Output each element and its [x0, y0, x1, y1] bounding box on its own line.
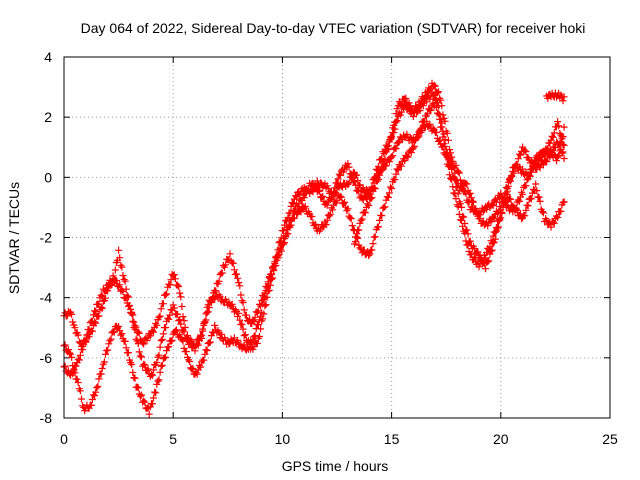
- x-tick-label: 20: [493, 431, 509, 447]
- x-tick-label: 5: [169, 431, 177, 447]
- series-track-5: [543, 89, 568, 105]
- chart-title: Day 064 of 2022, Sidereal Day-to-day VTE…: [81, 20, 586, 36]
- series-track-4: [351, 79, 568, 248]
- x-tick-label: 25: [602, 431, 618, 447]
- y-tick-label: -6: [40, 350, 53, 366]
- y-axis-label: SDTVAR / TECUs: [6, 182, 22, 294]
- x-tick-label: 0: [60, 431, 68, 447]
- x-axis-label: GPS time / hours: [282, 458, 389, 474]
- y-tick-label: -4: [40, 290, 53, 306]
- y-tick-label: 2: [44, 109, 52, 125]
- y-tick-label: 4: [44, 49, 52, 65]
- plus-markers: [351, 79, 568, 248]
- plus-markers: [543, 89, 568, 105]
- y-tick-label: -2: [40, 230, 53, 246]
- y-tick-label: -8: [40, 410, 53, 426]
- y-tick-label: 0: [44, 169, 52, 185]
- x-tick-label: 15: [384, 431, 400, 447]
- plot-frame: [63, 56, 611, 419]
- grid: [64, 57, 610, 418]
- x-tick-label: 10: [275, 431, 291, 447]
